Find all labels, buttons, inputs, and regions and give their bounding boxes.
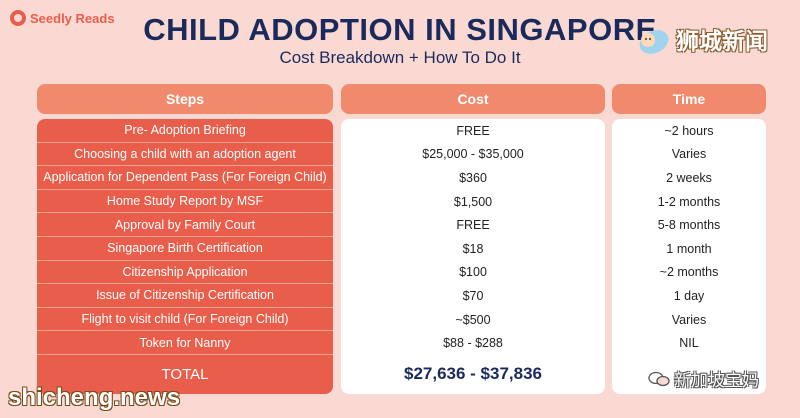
step-cell: Home Study Report by MSF bbox=[37, 190, 333, 214]
cost-cell: $100 bbox=[459, 265, 487, 280]
step-cell: Citizenship Application bbox=[37, 261, 333, 285]
step-cell: Approval by Family Court bbox=[37, 213, 333, 237]
step-cell: Application for Dependent Pass (For Fore… bbox=[37, 166, 333, 190]
watermark-bottom-right-text: 新加坡宝妈 bbox=[674, 371, 759, 390]
total-cost: $27,636 - $37,836 bbox=[403, 364, 542, 384]
watermark-bottom-left: shicheng.news bbox=[8, 384, 181, 411]
seedly-reads-logo: Seedly Reads bbox=[10, 10, 115, 26]
time-cell: 2 weeks bbox=[666, 170, 712, 185]
cost-cell: $70 bbox=[462, 288, 484, 303]
time-cell: 5-8 months bbox=[657, 218, 721, 233]
step-cell: Flight to visit child (For Foreign Child… bbox=[37, 308, 333, 332]
step-cell: Choosing a child with an adoption agent bbox=[37, 143, 333, 167]
cost-cell: $88 - $288 bbox=[443, 336, 503, 351]
cost-cell: $25,000 - $35,000 bbox=[422, 147, 524, 162]
cost-cell: FREE bbox=[456, 123, 490, 138]
watermark-top-right: 狮城新闻 bbox=[676, 28, 768, 54]
time-cell: 1 day bbox=[673, 288, 705, 303]
page-subtitle: Cost Breakdown + How To Do It bbox=[279, 48, 521, 67]
baby-icon bbox=[639, 30, 669, 54]
time-cell: Varies bbox=[671, 147, 707, 162]
page-title: CHILD ADOPTION IN SINGAPORE bbox=[143, 12, 657, 47]
cost-cell: $360 bbox=[459, 170, 487, 185]
cost-cell: FREE bbox=[456, 218, 490, 233]
wechat-icon bbox=[648, 371, 670, 386]
step-cell: Pre- Adoption Briefing bbox=[37, 119, 333, 143]
time-cell: 1-2 months bbox=[657, 194, 721, 209]
cost-cell: $18 bbox=[462, 241, 484, 256]
cost-column: FREE $25,000 - $35,000 $360 $1,500 FREE $18 $1… bbox=[341, 119, 605, 394]
step-cell: Singapore Birth Certification bbox=[37, 237, 333, 261]
step-cell: Token for Nanny bbox=[37, 331, 333, 355]
step-cell: Issue of Citizenship Certification bbox=[37, 284, 333, 308]
time-cell: ~2 months bbox=[659, 265, 719, 280]
seedly-logo-icon bbox=[10, 10, 26, 26]
watermark-bottom-right: 新加坡宝妈 bbox=[648, 366, 759, 391]
time-column: ~2 hours Varies 2 weeks 1-2 months 5-8 month… bbox=[612, 119, 766, 394]
cost-cell: $1,500 bbox=[453, 194, 493, 209]
time-cell: Varies bbox=[671, 312, 707, 327]
column-header-time: Time bbox=[612, 84, 766, 114]
steps-column: Pre- Adoption Briefing Choosing a child w… bbox=[37, 119, 333, 394]
column-header-steps: Steps bbox=[37, 84, 333, 114]
total-label: TOTAL bbox=[161, 365, 209, 383]
time-cell: ~2 hours bbox=[664, 123, 714, 138]
time-cell: 1 month bbox=[666, 241, 712, 256]
cost-cell: ~$500 bbox=[455, 312, 491, 327]
seedly-logo-text: Seedly Reads bbox=[30, 10, 115, 26]
column-header-cost: Cost bbox=[341, 84, 605, 114]
time-cell: NIL bbox=[679, 336, 699, 351]
